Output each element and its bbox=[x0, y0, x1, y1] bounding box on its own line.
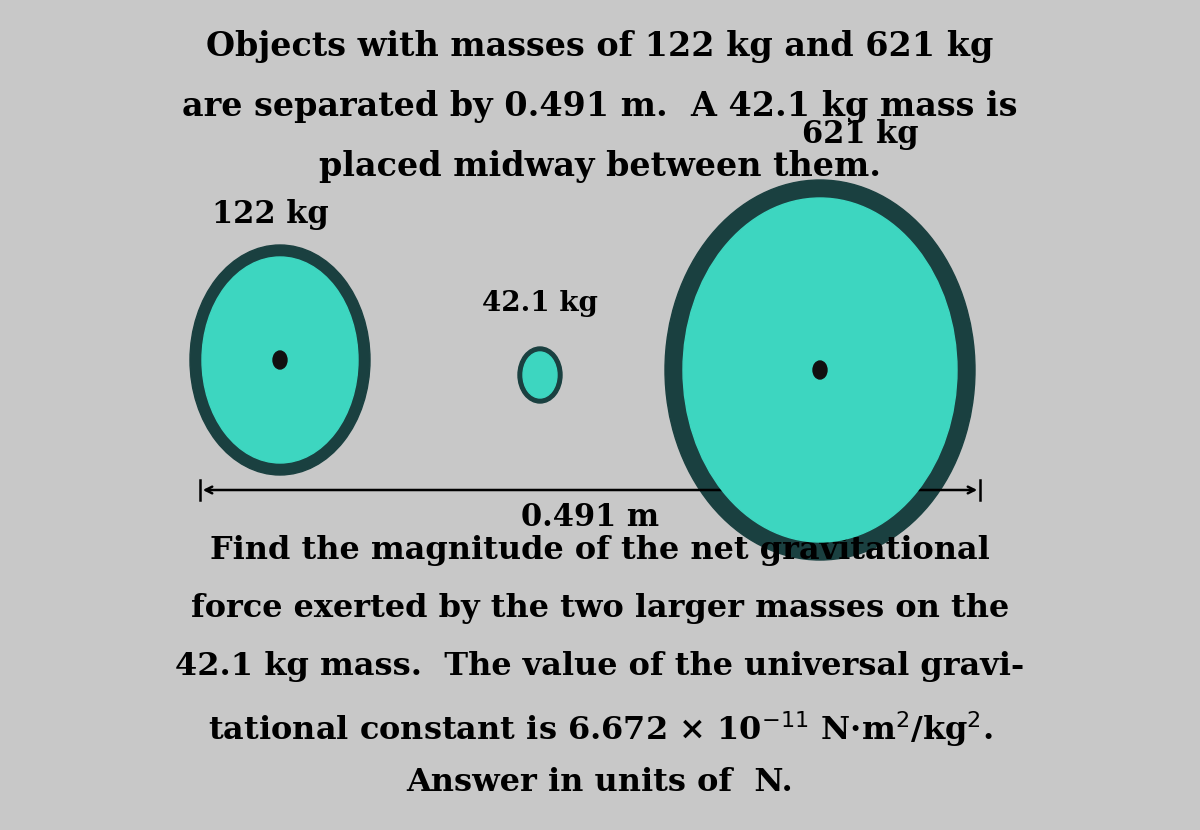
Ellipse shape bbox=[683, 198, 958, 542]
Ellipse shape bbox=[202, 257, 358, 463]
Ellipse shape bbox=[523, 352, 557, 398]
Ellipse shape bbox=[274, 351, 287, 369]
Text: are separated by 0.491 m.  A 42.1 kg mass is: are separated by 0.491 m. A 42.1 kg mass… bbox=[182, 90, 1018, 123]
Text: 42.1 kg: 42.1 kg bbox=[482, 290, 598, 317]
Text: 0.491 m: 0.491 m bbox=[521, 502, 659, 533]
Text: Find the magnitude of the net gravitational: Find the magnitude of the net gravitatio… bbox=[210, 535, 990, 566]
Text: force exerted by the two larger masses on the: force exerted by the two larger masses o… bbox=[191, 593, 1009, 624]
Text: Answer in units of  N.: Answer in units of N. bbox=[407, 767, 793, 798]
Ellipse shape bbox=[814, 361, 827, 379]
Text: 122 kg: 122 kg bbox=[211, 199, 329, 230]
Ellipse shape bbox=[665, 180, 974, 560]
Ellipse shape bbox=[518, 347, 562, 403]
Text: 42.1 kg mass.  The value of the universal gravi-: 42.1 kg mass. The value of the universal… bbox=[175, 651, 1025, 682]
Text: tational constant is 6.672 × 10$^{-11}$ N·m$^2$/kg$^2$.: tational constant is 6.672 × 10$^{-11}$ … bbox=[208, 709, 992, 749]
Text: 621 kg: 621 kg bbox=[802, 119, 918, 150]
Text: Objects with masses of 122 kg and 621 kg: Objects with masses of 122 kg and 621 kg bbox=[206, 30, 994, 63]
Text: placed midway between them.: placed midway between them. bbox=[319, 150, 881, 183]
Ellipse shape bbox=[190, 245, 370, 475]
